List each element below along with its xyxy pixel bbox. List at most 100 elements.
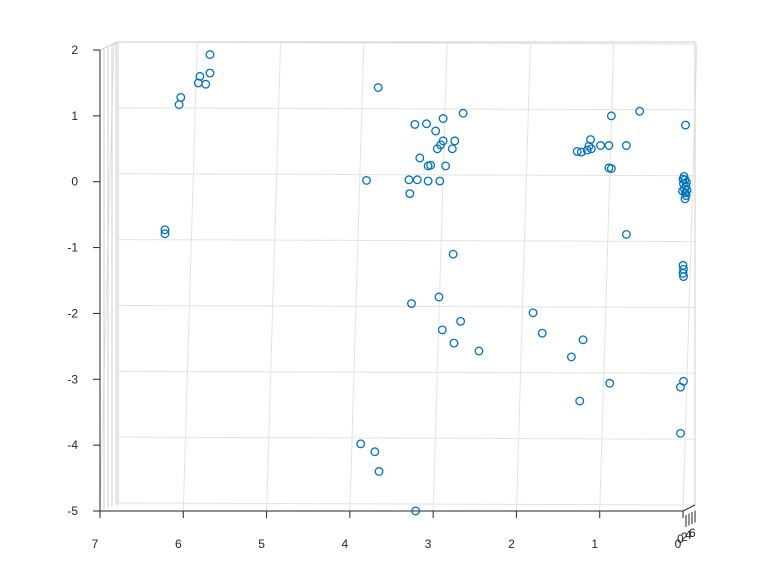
data-point (578, 335, 588, 345)
data-point (423, 176, 433, 186)
data-point (201, 79, 211, 89)
x-tick-label: 5 (258, 537, 265, 551)
data-point (411, 506, 421, 516)
data-point (356, 439, 366, 449)
data-point (679, 272, 688, 281)
data-point (586, 135, 596, 145)
data-point (680, 194, 690, 204)
box-corner-edge (99, 41, 119, 51)
y-tick-label: 0 (71, 175, 78, 189)
data-point (373, 83, 383, 92)
data-point (410, 119, 420, 129)
x-gridline (182, 41, 198, 512)
data-point (435, 176, 445, 186)
data-point (205, 68, 215, 78)
data-point (374, 467, 384, 476)
data-point (423, 161, 433, 171)
data-point (412, 175, 422, 185)
x-tick-label: 3 (425, 537, 432, 551)
x-tick-label: 6 (175, 537, 182, 551)
y-tick-label: -3 (67, 372, 78, 386)
axes (93, 49, 696, 527)
data-point (422, 119, 431, 129)
y-gridline (117, 370, 696, 374)
x-tick-label: 1 (591, 537, 598, 551)
data-point (160, 225, 170, 235)
data-point (434, 292, 444, 302)
data-point (635, 106, 645, 116)
x-tick-label: 7 (92, 537, 99, 551)
data-point (582, 145, 592, 155)
gridlines (99, 41, 698, 512)
y-tick-label: -2 (67, 306, 78, 320)
x-gridline (349, 41, 365, 512)
data-point (415, 153, 425, 163)
data-point (572, 146, 582, 156)
data-point (456, 316, 466, 326)
y-gridline (117, 173, 696, 177)
data-point (404, 175, 414, 185)
data-point (676, 382, 685, 392)
x-gridline (432, 41, 448, 512)
y-gridline (117, 304, 696, 308)
depth-tick-label: 2 (681, 530, 688, 544)
data-point (437, 325, 447, 335)
data-point (528, 308, 538, 318)
y-gridline (117, 239, 696, 243)
y-tick-label: -1 (67, 241, 78, 255)
data-point (174, 100, 184, 110)
data-point (621, 229, 631, 239)
data-point (566, 352, 576, 362)
data-point (458, 108, 468, 118)
y-gridline (117, 502, 696, 506)
y-tick-label: -5 (67, 504, 78, 518)
data-point (176, 92, 186, 102)
data-point (448, 249, 458, 259)
data-point (474, 346, 484, 356)
y-gridline (117, 107, 696, 111)
depth-axis-line (682, 504, 696, 512)
data-point (205, 50, 215, 60)
data-point (405, 189, 415, 199)
data-point (441, 161, 451, 171)
data-point (596, 141, 605, 150)
data-point (370, 447, 380, 457)
y-tick-label: -4 (67, 438, 78, 452)
data-point (449, 338, 459, 348)
data-point (160, 229, 170, 239)
x-tick-label: 0 (675, 537, 682, 551)
data-point (676, 428, 685, 438)
y-gridline (117, 436, 696, 440)
x-gridline (515, 41, 531, 512)
data-point (431, 126, 441, 136)
data-point (586, 144, 596, 154)
data-point (195, 71, 205, 81)
data-point (605, 378, 615, 388)
data-point (681, 120, 690, 130)
x-tick-label: 4 (342, 537, 349, 551)
data-point (450, 136, 460, 146)
x-tick-label: 2 (508, 537, 515, 551)
plot-box (99, 41, 696, 510)
data-point (678, 268, 688, 278)
data-point (407, 299, 416, 308)
data-point (432, 144, 442, 154)
data-point (584, 141, 594, 151)
depth-tick-label: 4 (685, 528, 692, 542)
x-gridline (266, 41, 282, 512)
data-point (447, 144, 457, 154)
data-point (682, 185, 692, 195)
data-point (438, 114, 448, 123)
data-point (576, 147, 586, 157)
data-point (621, 141, 631, 150)
y-tick-label: 1 (71, 109, 78, 123)
data-point (362, 175, 371, 185)
depth-tick-label: 0 (677, 532, 684, 546)
data-point (606, 164, 616, 173)
data-point (537, 328, 547, 338)
data-point (575, 396, 585, 406)
data-point (604, 141, 614, 150)
y-tick-label: 2 (71, 43, 78, 57)
